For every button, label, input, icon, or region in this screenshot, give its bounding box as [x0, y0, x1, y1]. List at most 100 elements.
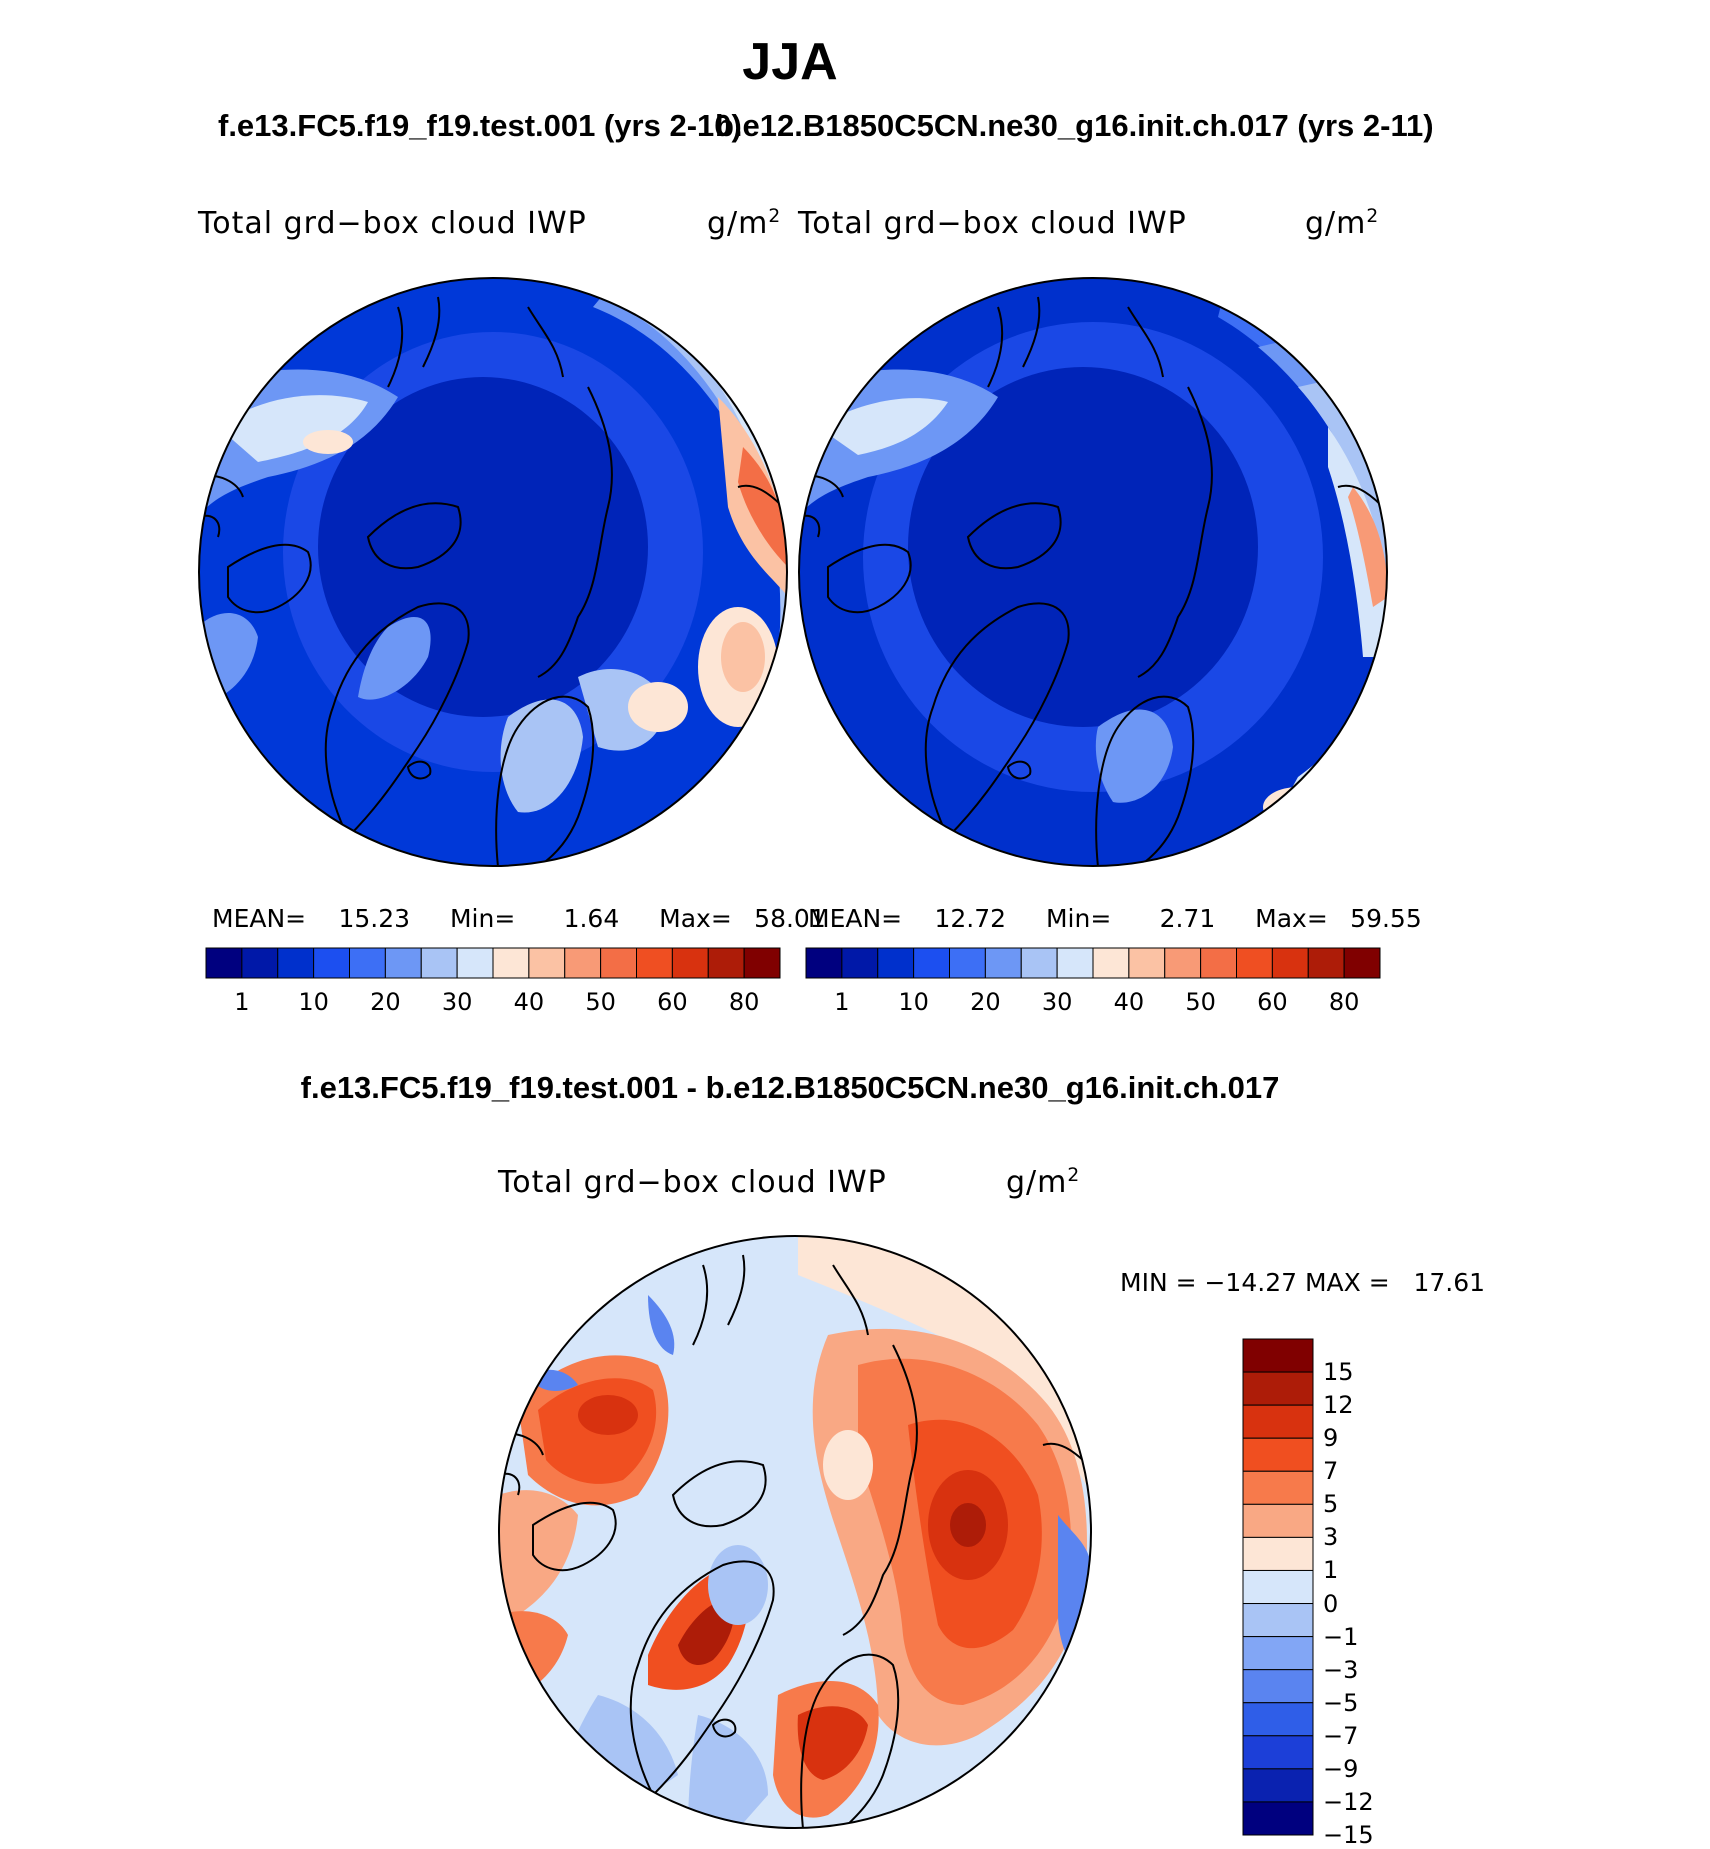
panel1-max-label: Max= — [659, 904, 732, 933]
panel1-colorbar-tick-label: 20 — [370, 988, 401, 1016]
case-title-right: b.e12.B1850C5CN.ne30_g16.init.ch.017 (yr… — [715, 108, 1434, 143]
panel1-colorbar-swatch — [456, 947, 494, 979]
panel2-colorbar-swatch — [1343, 947, 1381, 979]
panel1-colorbar — [205, 947, 781, 979]
panel1-polar-map — [198, 277, 788, 867]
diff-colorbar-tick-label: 0 — [1323, 1589, 1339, 1618]
panel1-colorbar-swatch — [241, 947, 279, 979]
diff-colorbar-tick-label: 12 — [1323, 1391, 1354, 1420]
panel1-colorbar-tick-label: 10 — [298, 988, 329, 1016]
panel1-colorbar-swatch — [420, 947, 458, 979]
panel2-units-exp: 2 — [1366, 206, 1380, 227]
panel1-colorbar-swatch — [671, 947, 709, 979]
diff-colorbar-tick-label: 7 — [1323, 1457, 1339, 1486]
panel2-colorbar-swatch — [1092, 947, 1130, 979]
diff-colorbar-swatch — [1242, 1768, 1314, 1803]
panel2-variable-label: Total grd−box cloud IWP — [798, 206, 1187, 241]
panel1-colorbar-swatch — [707, 947, 745, 979]
panel1-colorbar-swatch — [349, 947, 386, 979]
diff-polar-map — [498, 1235, 1092, 1829]
diff-colorbar-swatch — [1242, 1404, 1314, 1439]
panel1-units-base: g/m — [707, 206, 769, 241]
panel2-mean-value: 12.72 — [934, 904, 1007, 933]
diff-colorbar-tick-label: 9 — [1323, 1424, 1339, 1453]
panel1-colorbar-tick-label: 60 — [657, 988, 688, 1016]
diff-colorbar-swatch — [1242, 1536, 1314, 1571]
panel2-colorbar-tick-label: 50 — [1185, 988, 1216, 1016]
panel1-colorbar-swatch — [205, 947, 243, 979]
case-title-left: f.e13.FC5.f19_f19.test.001 (yrs 2-10) — [218, 108, 742, 143]
diff-colorbar-swatch — [1242, 1603, 1314, 1638]
panel2-colorbar-swatch — [1164, 947, 1202, 979]
diff-colorbar-tick-label: −15 — [1323, 1821, 1374, 1849]
panel2-colorbar-swatch — [1200, 947, 1237, 979]
diff-colorbar-tick-label: −5 — [1323, 1688, 1359, 1717]
diff-colorbar-swatch — [1242, 1503, 1314, 1538]
difference-title: f.e13.FC5.f19_f19.test.001 - b.e12.B1850… — [300, 1070, 1280, 1105]
panel1-colorbar-swatch — [492, 947, 530, 979]
season-title: JJA — [742, 33, 838, 91]
panel1-variable-label: Total grd−box cloud IWP — [198, 206, 587, 241]
diff-colorbar-tick-label: −7 — [1323, 1721, 1359, 1750]
panel2-colorbar-tick-label: 80 — [1328, 988, 1360, 1016]
panel2-max-value: 59.55 — [1350, 904, 1422, 933]
diff-colorbar-tick-label: −3 — [1323, 1655, 1359, 1684]
panel1-colorbar-tick-label: 80 — [728, 988, 760, 1016]
panel1-colorbar-tick-label: 50 — [585, 988, 616, 1016]
diff-colorbar-swatch — [1242, 1735, 1314, 1770]
panel2-colorbar — [805, 947, 1381, 979]
diff-colorbar-tick-label: 15 — [1323, 1358, 1354, 1387]
diff-colorbar-swatch — [1242, 1636, 1314, 1671]
panel2-colorbar-swatch — [1128, 947, 1166, 979]
panel2-colorbar-tick-label: 1 — [834, 988, 850, 1016]
panel1-colorbar-swatch — [743, 947, 781, 979]
diff-colorbar-swatch — [1242, 1669, 1314, 1704]
panel2-polar-map — [798, 277, 1388, 867]
panel1-colorbar-swatch — [564, 947, 602, 979]
panel2-min-label: Min= — [1045, 904, 1112, 933]
panel2-colorbar-swatch — [1307, 947, 1345, 979]
panel1-units: g/m2 — [707, 206, 781, 241]
panel1-colorbar-swatch — [384, 947, 422, 979]
diff-colorbar-tick-label: −9 — [1323, 1754, 1359, 1783]
diff-colorbar-tick-label: −1 — [1323, 1622, 1359, 1651]
diff-colorbar-swatch — [1242, 1338, 1314, 1373]
panel2-colorbar-swatch — [1020, 947, 1058, 979]
panel1-colorbar-tick-label: 1 — [234, 988, 250, 1016]
panel2-colorbar-swatch — [984, 947, 1022, 979]
panel2-colorbar-swatch — [1271, 947, 1309, 979]
diff-colorbar-tick-label: −12 — [1323, 1787, 1374, 1816]
diff-colorbar-tick-label: 1 — [1323, 1556, 1339, 1585]
diff-colorbar-swatch — [1242, 1801, 1314, 1836]
diff-colorbar-labels: 15 12 9 7 5 3 1 0 −1 −3 −5 −7 −9 −12 −15 — [1323, 1339, 1403, 1849]
panel2-colorbar-tick-label: 60 — [1257, 988, 1288, 1016]
panel2-colorbar-tick-label: 30 — [1041, 988, 1073, 1016]
panel2-stats: MEAN= 12.72 Min= 2.71 Max= 59.55 — [808, 904, 1422, 933]
panel1-colorbar-swatch — [600, 947, 637, 979]
panel2-colorbar-swatch — [805, 947, 843, 979]
diff-units-exp: 2 — [1067, 1165, 1081, 1186]
diff-colorbar-tick-label: 5 — [1323, 1490, 1339, 1519]
panel2-units-base: g/m — [1305, 206, 1367, 241]
diff-minmax: MIN = −14.27 MAX = 17.61 — [1120, 1268, 1486, 1297]
panel1-mean-value: 15.23 — [338, 904, 411, 933]
panel2-colorbar-swatch — [841, 947, 879, 979]
diff-units-base: g/m — [1006, 1165, 1068, 1200]
panel2-colorbar-tick-label: 20 — [970, 988, 1001, 1016]
diff-colorbar-swatch — [1242, 1702, 1314, 1737]
diff-units: g/m2 — [1006, 1165, 1080, 1200]
diff-variable-label: Total grd−box cloud IWP — [498, 1165, 887, 1200]
panel2-colorbar-swatch — [1056, 947, 1094, 979]
panel1-stats: MEAN= 15.23 Min= 1.64 Max= 58.01 — [212, 904, 826, 933]
panel2-colorbar-tick-label: 10 — [898, 988, 929, 1016]
diff-colorbar — [1242, 1338, 1314, 1836]
panel1-max-value: 58.01 — [754, 904, 826, 933]
panel1-colorbar-swatch — [636, 947, 673, 979]
diff-colorbar-swatch — [1242, 1569, 1314, 1605]
panel2-colorbar-labels: 1 10 20 30 40 50 60 80 — [806, 988, 1380, 1018]
panel1-colorbar-tick-label: 30 — [441, 988, 473, 1016]
panel1-colorbar-swatch — [528, 947, 566, 979]
panel1-colorbar-swatch — [313, 947, 350, 979]
panel2-colorbar-swatch — [877, 947, 915, 979]
panel2-units: g/m2 — [1305, 206, 1379, 241]
